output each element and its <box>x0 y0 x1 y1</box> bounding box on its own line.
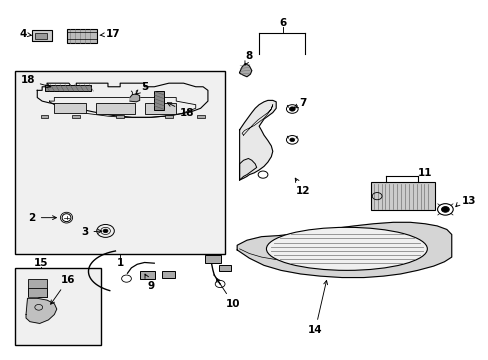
Bar <box>44 85 91 91</box>
Text: 10: 10 <box>216 278 240 309</box>
Polygon shape <box>239 63 251 77</box>
Text: 18: 18 <box>20 75 51 87</box>
Bar <box>219 265 231 271</box>
Ellipse shape <box>266 227 427 270</box>
Bar <box>205 255 221 263</box>
Circle shape <box>441 207 448 212</box>
Polygon shape <box>239 158 256 180</box>
Text: 15: 15 <box>33 258 48 268</box>
Text: 8: 8 <box>244 51 252 65</box>
Text: 13: 13 <box>461 196 475 206</box>
Bar <box>35 33 47 39</box>
Text: 12: 12 <box>295 178 310 196</box>
Bar <box>161 271 175 278</box>
Bar <box>96 103 135 114</box>
Polygon shape <box>26 298 57 323</box>
Bar <box>54 103 86 113</box>
Text: 14: 14 <box>307 280 327 335</box>
Bar <box>41 115 48 118</box>
Polygon shape <box>237 222 451 278</box>
Text: 3: 3 <box>81 227 102 237</box>
Text: 18: 18 <box>167 103 194 118</box>
Bar <box>15 71 224 253</box>
Bar <box>144 103 176 114</box>
Bar <box>27 279 47 297</box>
Bar <box>66 32 97 40</box>
Bar <box>116 115 124 118</box>
Text: 1: 1 <box>116 258 123 268</box>
Bar <box>15 268 101 345</box>
Polygon shape <box>130 94 140 102</box>
Circle shape <box>103 229 108 233</box>
Bar <box>140 271 155 279</box>
Bar <box>32 30 52 41</box>
Text: 4: 4 <box>20 29 31 39</box>
Text: 2: 2 <box>28 213 56 222</box>
Circle shape <box>289 138 294 141</box>
Bar <box>370 182 434 211</box>
Bar <box>154 91 163 110</box>
Circle shape <box>289 107 295 111</box>
Text: 7: 7 <box>293 98 306 108</box>
Bar <box>72 115 80 118</box>
Polygon shape <box>239 100 276 180</box>
Ellipse shape <box>62 214 71 222</box>
Text: 16: 16 <box>51 275 75 304</box>
Bar <box>164 115 172 118</box>
Text: 9: 9 <box>145 274 154 291</box>
Text: 5: 5 <box>136 82 148 94</box>
Bar <box>196 115 204 118</box>
Bar <box>66 29 97 43</box>
Bar <box>27 288 47 297</box>
Text: 6: 6 <box>278 18 285 28</box>
Text: 17: 17 <box>100 29 120 39</box>
Text: 11: 11 <box>417 168 431 178</box>
